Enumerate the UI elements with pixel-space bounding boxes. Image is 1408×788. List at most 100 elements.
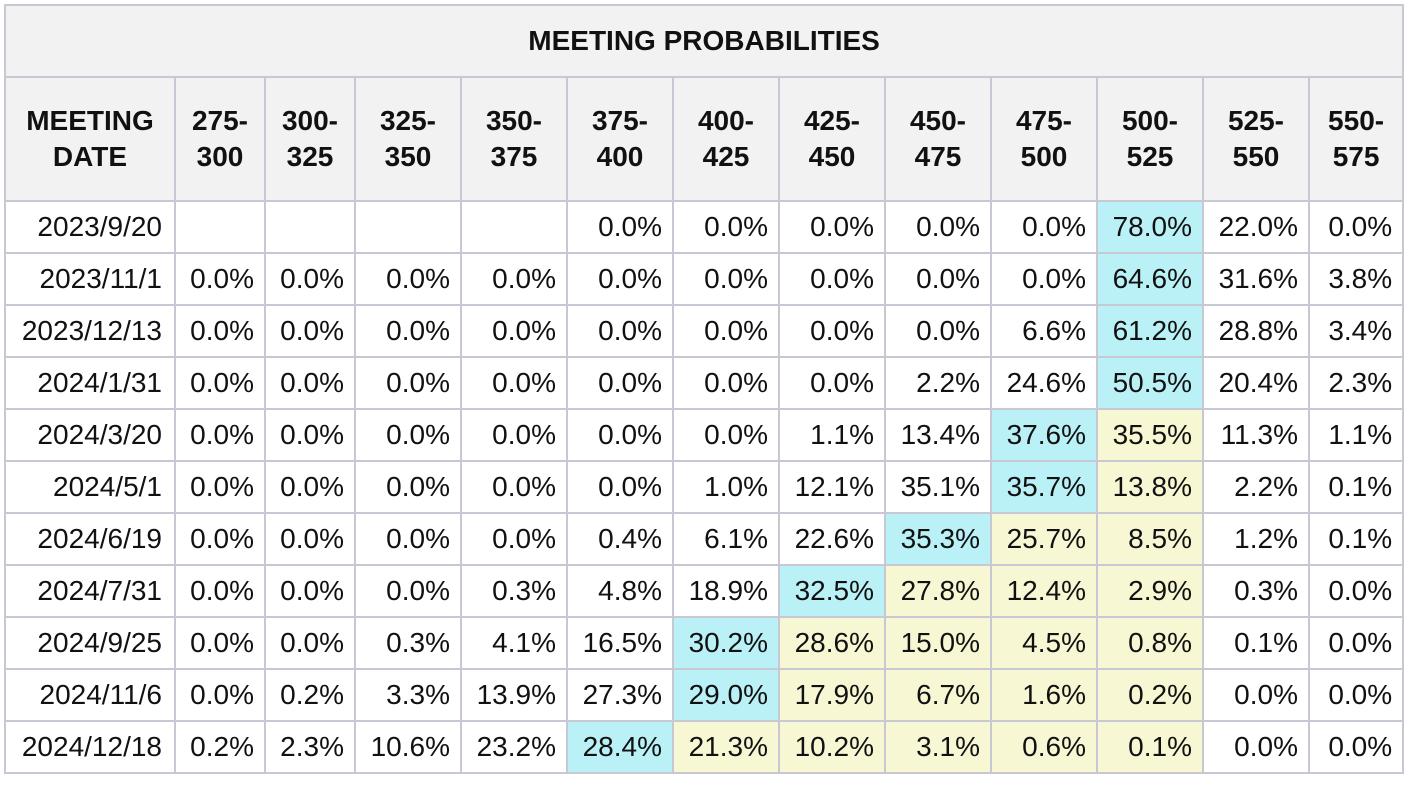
probability-cell: 0.0% [174, 564, 266, 618]
probability-cell: 35.7% [990, 460, 1098, 514]
header-row: MEETING DATE 275- 300 300- 325 325- 350 350- 37… [4, 76, 1405, 202]
probability-cell: 10.6% [354, 720, 462, 774]
probability-cell: 16.5% [566, 616, 674, 670]
probability-cell: 0.0% [174, 408, 266, 462]
range-low-label: 550- [1328, 105, 1385, 136]
probability-cell: 0.0% [460, 356, 568, 410]
probability-cell: 2.3% [264, 720, 356, 774]
probability-cell: 0.0% [672, 252, 780, 306]
header-meeting-label: MEETING [26, 105, 154, 136]
probability-cell: 6.1% [672, 512, 780, 566]
probability-cell: 20.4% [1202, 356, 1310, 410]
probability-cell: 13.9% [460, 668, 568, 722]
column-header-range: 275- 300 [174, 76, 266, 202]
probability-cell: 0.0% [354, 304, 462, 358]
probability-cell: 0.0% [264, 616, 356, 670]
probability-cell: 0.0% [264, 304, 356, 358]
probability-cell: 0.0% [1202, 720, 1310, 774]
column-header-range: 550- 575 [1307, 76, 1405, 202]
probability-cell: 0.1% [1307, 460, 1405, 514]
probability-cell: 0.0% [566, 356, 674, 410]
probability-cell: 0.6% [990, 720, 1098, 774]
probability-cell [460, 200, 568, 254]
probability-cell: 0.0% [884, 252, 992, 306]
probability-cell: 25.7% [990, 512, 1098, 566]
probability-cell: 0.2% [174, 720, 266, 774]
probability-cell: 2.9% [1096, 564, 1204, 618]
probability-cell: 64.6% [1096, 252, 1204, 306]
probability-cell: 1.2% [1202, 512, 1310, 566]
probability-cell: 0.3% [354, 616, 462, 670]
probability-cell: 0.0% [354, 356, 462, 410]
probability-cell: 0.0% [174, 668, 266, 722]
range-low-label: 475- [1015, 105, 1073, 136]
probability-cell: 1.0% [672, 460, 780, 514]
probability-cell: 11.3% [1202, 408, 1310, 462]
probability-cell: 1.1% [778, 408, 886, 462]
probability-cell: 0.3% [460, 564, 568, 618]
probability-cell: 29.0% [672, 668, 780, 722]
probability-cell: 24.6% [990, 356, 1098, 410]
column-header-range: 450- 475 [884, 76, 992, 202]
range-high-label: 475 [914, 141, 962, 172]
meeting-date-cell: 2024/1/31 [4, 356, 176, 410]
probability-cell: 30.2% [672, 616, 780, 670]
range-low-label: 375- [591, 105, 649, 136]
probability-cell: 0.0% [174, 460, 266, 514]
probability-cell: 0.0% [264, 356, 356, 410]
probability-cell: 13.4% [884, 408, 992, 462]
table-row: 2024/5/1 0.0% 0.0% 0.0% 0.0% 0.0% 1.0% 12.1% 35.… [4, 460, 1405, 514]
table-row: 2024/3/20 0.0% 0.0% 0.0% 0.0% 0.0% 0.0% 1.1% 13.… [4, 408, 1405, 462]
probability-cell: 0.1% [1202, 616, 1310, 670]
probability-cell: 0.0% [778, 304, 886, 358]
probability-cell: 31.6% [1202, 252, 1310, 306]
probability-cell: 0.0% [672, 356, 780, 410]
probability-cell: 0.0% [264, 252, 356, 306]
meeting-date-cell: 2024/7/31 [4, 564, 176, 618]
probability-cell: 0.0% [174, 512, 266, 566]
probability-cell: 0.0% [990, 252, 1098, 306]
table-row: 2023/9/20 0.0% 0.0% 0.0% 0.0% 0.0% 78.0% 22.0% 0… [4, 200, 1405, 254]
table-row: 2024/9/25 0.0% 0.0% 0.3% 4.1% 16.5% 30.2% 28.6%… [4, 616, 1405, 670]
probability-cell: 3.4% [1307, 304, 1405, 358]
probability-cell: 6.6% [990, 304, 1098, 358]
probability-cell: 12.4% [990, 564, 1098, 618]
table-title: MEETING PROBABILITIES [3, 4, 1405, 78]
range-high-label: 400 [596, 141, 644, 172]
probability-cell: 8.5% [1096, 512, 1204, 566]
probability-cell: 0.0% [566, 304, 674, 358]
probability-table-container: MEETING PROBABILITIES MEETING DATE 275- 3… [3, 4, 1405, 774]
probability-cell [174, 200, 266, 254]
probability-cell: 0.0% [1307, 668, 1405, 722]
probability-cell: 0.0% [1307, 720, 1405, 774]
probability-cell: 28.6% [778, 616, 886, 670]
column-header-range: 375- 400 [566, 76, 674, 202]
table-row: 2023/11/1 0.0% 0.0% 0.0% 0.0% 0.0% 0.0% 0.0% 0.0… [4, 252, 1405, 306]
probability-cell: 0.0% [354, 408, 462, 462]
column-header-meeting-date: MEETING DATE [4, 76, 176, 202]
probability-cell: 0.4% [566, 512, 674, 566]
range-high-label: 450 [808, 141, 856, 172]
probability-cell: 0.0% [566, 408, 674, 462]
probability-cell: 0.0% [1307, 564, 1405, 618]
probability-cell: 0.0% [778, 356, 886, 410]
meeting-date-cell: 2024/11/6 [4, 668, 176, 722]
table-row: 2024/7/31 0.0% 0.0% 0.0% 0.3% 4.8% 18.9% 32.5% 2… [4, 564, 1405, 618]
probability-cell: 0.3% [1202, 564, 1310, 618]
probability-cell: 0.0% [672, 200, 780, 254]
probability-cell: 0.0% [778, 200, 886, 254]
probability-cell: 0.0% [672, 304, 780, 358]
probability-cell: 21.3% [672, 720, 780, 774]
probability-cell: 1.1% [1307, 408, 1405, 462]
probability-cell [354, 200, 462, 254]
range-high-label: 350 [384, 141, 432, 172]
probability-cell: 0.0% [1307, 200, 1405, 254]
probability-cell: 1.6% [990, 668, 1098, 722]
meeting-date-cell: 2024/3/20 [4, 408, 176, 462]
meeting-date-cell: 2023/11/1 [4, 252, 176, 306]
range-low-label: 450- [909, 105, 967, 136]
probability-cell: 0.0% [1202, 668, 1310, 722]
probability-cell: 6.7% [884, 668, 992, 722]
probability-cell: 3.1% [884, 720, 992, 774]
meeting-date-cell: 2024/12/18 [4, 720, 176, 774]
